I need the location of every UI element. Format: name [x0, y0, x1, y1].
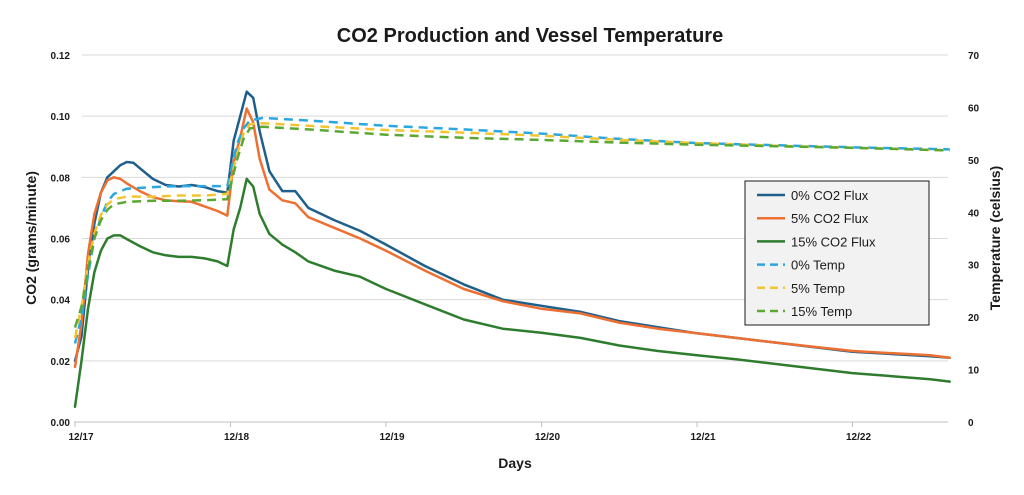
- x-tick-label: 12/19: [379, 432, 404, 443]
- series-line-5: [73, 121, 950, 339]
- y2-tick-label: 50: [968, 156, 980, 167]
- chart-title: CO2 Production and Vessel Temperature: [337, 25, 723, 47]
- x-tick-label: 12/20: [535, 432, 560, 443]
- x-tick-label: 12/18: [224, 432, 249, 443]
- series-line-3: [73, 177, 951, 408]
- y2-axis-title: Temperature (celsius): [987, 166, 1003, 310]
- y2-tick-label: 40: [968, 208, 980, 219]
- legend-label: 5% CO2 Flux: [791, 211, 869, 226]
- x-tick-label: 12/21: [690, 432, 715, 443]
- axes: 0.00 0.02 0.04 0.06 0.08 0.10 0.12 0 10 20 30 40 50 6…: [51, 51, 980, 443]
- legend-label: 5% Temp: [791, 281, 845, 296]
- y-tick-label: 0.02: [51, 357, 71, 368]
- y-axis-title: CO2 (grams/minute): [23, 171, 39, 305]
- y-tick-label: 0.00: [51, 418, 71, 429]
- series-lines: [73, 90, 951, 408]
- x-tick-label: 12/17: [68, 432, 93, 443]
- y-tick-label: 0.06: [51, 235, 71, 246]
- legend-box: [744, 180, 930, 326]
- y-tick-label: 0.04: [51, 296, 71, 307]
- y2-tick-label: 10: [968, 366, 980, 377]
- legend-label: 15% Temp: [791, 304, 852, 319]
- series-line-1: [73, 90, 951, 363]
- y2-tick-label: 70: [968, 51, 980, 62]
- x-tick-label: 12/22: [846, 432, 871, 443]
- y2-tick-label: 0: [968, 418, 974, 429]
- x-axis-title: Days: [498, 455, 532, 471]
- legend-label: 0% CO2 Flux: [791, 188, 869, 203]
- y-tick-label: 0.12: [51, 51, 71, 62]
- series-line-6: [73, 125, 950, 328]
- series-line-2: [73, 107, 951, 369]
- y2-tick-label: 30: [968, 261, 980, 272]
- gridlines: [82, 54, 948, 362]
- y2-tick-label: 20: [968, 313, 980, 324]
- legend-label: 0% Temp: [791, 258, 845, 273]
- legend: 0% CO2 Flux 5% CO2 Flux 15% CO2 Flux 0% Tem…: [744, 180, 930, 326]
- legend-label: 15% CO2 Flux: [791, 234, 876, 249]
- y2-tick-label: 60: [968, 103, 980, 114]
- y-tick-label: 0.10: [51, 112, 71, 123]
- y-tick-label: 0.08: [51, 173, 71, 184]
